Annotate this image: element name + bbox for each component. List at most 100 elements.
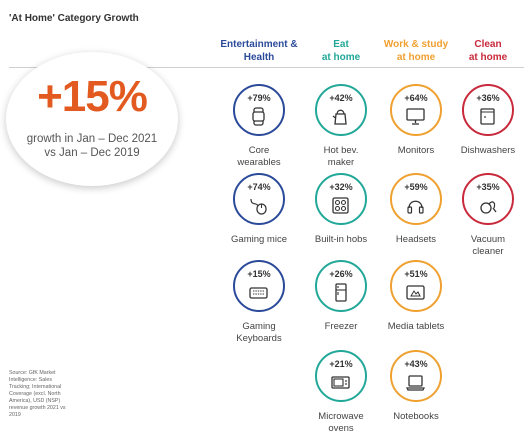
growth-ring: +59% — [390, 173, 442, 225]
growth-ring: +32% — [315, 173, 367, 225]
category-label: Dishwashers — [443, 145, 530, 157]
category-item: +51% Media tablets — [371, 260, 461, 333]
category-item: +32% Built-in hobs — [296, 173, 386, 246]
growth-ring: +26% — [315, 260, 367, 312]
growth-ring: +43% — [390, 350, 442, 402]
column-header-eat: Eat at home — [291, 38, 391, 64]
page-title: 'At Home' Category Growth — [9, 13, 139, 24]
notebook-icon — [406, 375, 425, 391]
column-header-line1: Clean — [474, 39, 502, 50]
mouse-icon — [250, 198, 267, 215]
growth-ring: +42% — [315, 84, 367, 136]
growth-value: +51% — [404, 269, 428, 279]
column-header-work: Work & study at home — [366, 38, 466, 64]
growth-value: +64% — [404, 93, 428, 103]
category-label-line1: Freezer — [324, 321, 358, 332]
category-label: Notebooks — [371, 411, 461, 423]
growth-ring: +36% — [462, 84, 514, 136]
category-label: Microwave ovens — [296, 411, 386, 435]
growth-ring: +51% — [390, 260, 442, 312]
category-item: +35% Vacuum cleaner — [443, 173, 530, 258]
category-label-line1: Vacuum — [470, 234, 506, 245]
growth-ring: +79% — [233, 84, 285, 136]
category-label-line2: Keyboards — [236, 333, 282, 344]
category-item: +74% Gaming mice — [214, 173, 304, 246]
category-label-line2: cleaner — [472, 246, 504, 257]
headset-icon — [407, 200, 424, 214]
smartwatch-icon — [252, 107, 265, 126]
category-label: Monitors — [371, 145, 461, 157]
header-divider — [9, 67, 524, 68]
column-header-line2: Health — [243, 52, 275, 63]
category-item: +42% Hot bev. maker — [296, 84, 386, 169]
category-label: Hot bev. maker — [296, 145, 386, 169]
growth-ring: +21% — [315, 350, 367, 402]
growth-value: +42% — [329, 93, 353, 103]
category-label: Core wearables — [214, 145, 304, 169]
category-label-line1: Media tablets — [387, 321, 445, 332]
headline-value: +15% — [37, 72, 148, 121]
category-label-line1: Notebooks — [393, 411, 439, 422]
growth-value: +59% — [404, 182, 428, 192]
category-label: Headsets — [371, 234, 461, 246]
hob-icon — [332, 197, 349, 214]
growth-ring: +35% — [462, 173, 514, 225]
category-item: +64% Monitors — [371, 84, 461, 157]
category-item: +36% Dishwashers — [443, 84, 530, 157]
category-label-line1: Core — [248, 145, 270, 156]
column-header-line2: at home — [468, 52, 508, 63]
column-header-entertainment: Entertainment & Health — [209, 38, 309, 64]
dishwasher-icon — [480, 108, 495, 125]
source-note: Source: GfK Market Intelligence: Sales T… — [9, 370, 66, 418]
growth-value: +26% — [329, 269, 353, 279]
column-header-line1: Work & study — [383, 39, 449, 50]
growth-ring: +74% — [233, 173, 285, 225]
category-label-line1: Microwave — [318, 411, 364, 422]
monitor-icon — [406, 108, 425, 125]
kettle-icon — [332, 109, 347, 125]
category-label-line1: Hot bev. — [323, 145, 359, 156]
growth-value: +43% — [404, 359, 428, 369]
category-label-line2: ovens — [328, 423, 354, 434]
column-header-line2: at home — [321, 52, 361, 63]
category-label: Built-in hobs — [296, 234, 386, 246]
category-label: Vacuum cleaner — [443, 234, 530, 258]
headline-line1: growth in Jan – Dec 2021 — [26, 133, 158, 145]
growth-value: +32% — [329, 182, 353, 192]
category-item: +43% Notebooks — [371, 350, 461, 423]
keyboard-icon — [249, 287, 268, 299]
tablet-icon — [406, 285, 425, 300]
category-label-line1: Gaming — [242, 321, 276, 332]
category-item: +21% Microwave ovens — [296, 350, 386, 435]
growth-ring: +15% — [233, 260, 285, 312]
headline-subtitle: growth in Jan – Dec 2021 vs Jan – Dec 20… — [6, 132, 178, 160]
category-label: Freezer — [296, 321, 386, 333]
vacuum-icon — [480, 201, 497, 214]
category-label-line1: Dishwashers — [460, 145, 516, 156]
growth-value: +15% — [247, 269, 271, 279]
category-item: +79% Core wearables — [214, 84, 304, 169]
category-label-line1: Monitors — [397, 145, 435, 156]
category-item: +15% Gaming Keyboards — [214, 260, 304, 345]
category-label-line2: maker — [327, 157, 355, 168]
category-label: Media tablets — [371, 321, 461, 333]
column-header-clean: Clean at home — [438, 38, 530, 64]
category-label: Gaming mice — [214, 234, 304, 246]
category-item: +26% Freezer — [296, 260, 386, 333]
microwave-icon — [331, 376, 350, 389]
column-header-line1: Eat — [333, 39, 349, 50]
growth-value: +79% — [247, 93, 271, 103]
column-header-line1: Entertainment & — [220, 39, 298, 50]
headline-circle: +15% growth in Jan – Dec 2021 vs Jan – D… — [6, 52, 178, 186]
category-item: +59% Headsets — [371, 173, 461, 246]
headline-line2: vs Jan – Dec 2019 — [44, 147, 140, 159]
growth-value: +74% — [247, 182, 271, 192]
column-header-line2: at home — [396, 52, 436, 63]
category-label-line1: Headsets — [395, 234, 437, 245]
category-label-line1: Gaming mice — [231, 234, 287, 245]
growth-value: +36% — [476, 93, 500, 103]
growth-value: +35% — [476, 182, 500, 192]
growth-ring: +64% — [390, 84, 442, 136]
category-label-line2: wearables — [237, 157, 281, 168]
category-label: Gaming Keyboards — [214, 321, 304, 345]
